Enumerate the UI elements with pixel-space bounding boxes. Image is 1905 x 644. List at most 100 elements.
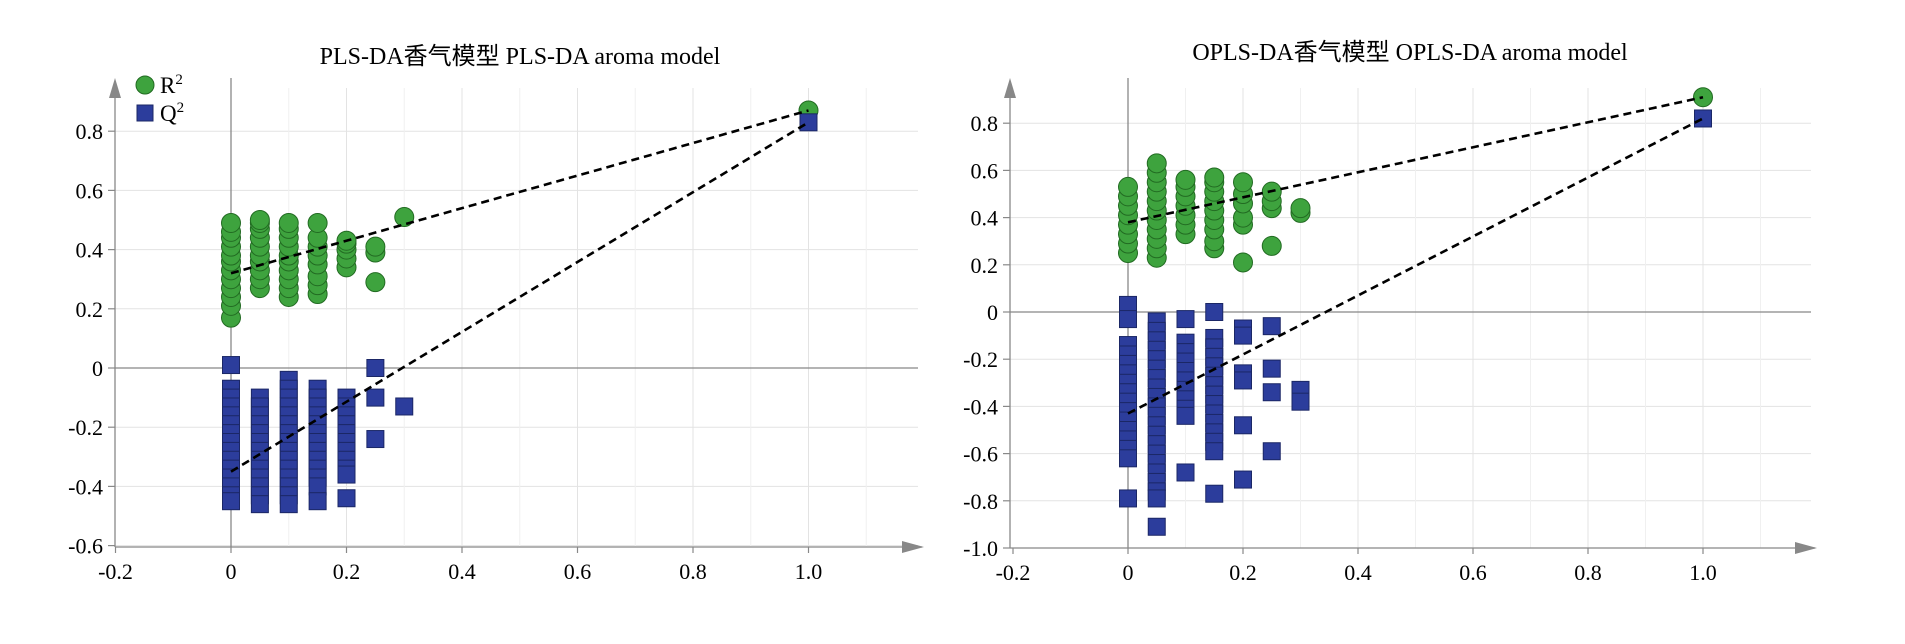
y-tick-label: 0.2 — [76, 297, 104, 322]
x-tick-label: 0.8 — [1574, 560, 1602, 585]
q2-point — [1234, 371, 1252, 390]
q2-point — [222, 492, 240, 511]
y-tick-label: -0.8 — [963, 489, 998, 514]
series-r2 — [221, 100, 819, 328]
q2-point — [1176, 463, 1195, 482]
r2-point — [1290, 198, 1311, 219]
y-tick-label: -0.2 — [963, 347, 998, 372]
q2-point — [1119, 310, 1137, 329]
q2-point — [366, 388, 385, 407]
q2-point — [1119, 489, 1137, 508]
q2-point — [1234, 326, 1252, 345]
y-axis-arrow — [1004, 78, 1016, 98]
q2-point — [1262, 383, 1281, 402]
y-tick-label: -0.6 — [68, 534, 103, 559]
chart-1: -0.6 -0.4 -0.2 0 0.2 0.4 0.6 0.8 -0.2 0 0.2 0.4 0.6 0… — [68, 43, 924, 584]
q2-point — [279, 495, 298, 514]
r2-point — [1261, 235, 1282, 256]
regression-line-r2 — [1127, 95, 1704, 224]
y-tick-label: 0.6 — [76, 178, 104, 203]
r2-point — [1233, 252, 1253, 273]
y-tick-label: 0.2 — [971, 253, 999, 278]
legend-label-base: Q — [160, 101, 177, 126]
legend-label-superscript: 2 — [177, 100, 185, 116]
q2-point — [1234, 470, 1252, 489]
q2-point — [1234, 416, 1252, 435]
legend-label-base: R — [160, 73, 176, 98]
q2-point — [1147, 517, 1166, 536]
y-axis-arrow — [109, 78, 121, 98]
chart-title: OPLS-DA香气模型 OPLS-DA aroma model — [1192, 39, 1628, 66]
q2-point — [395, 397, 414, 416]
y-tick-label: -0.2 — [68, 415, 103, 440]
regression-line-q2 — [1127, 117, 1704, 415]
legend-label-q2: Q2 — [160, 100, 184, 126]
q2-point — [1176, 310, 1195, 329]
q2-point — [1291, 392, 1310, 411]
series-q2 — [1119, 109, 1712, 536]
q2-point — [337, 489, 356, 508]
x-tick-label: 0.2 — [333, 559, 361, 584]
x-tick-label: -0.2 — [98, 559, 133, 584]
series-q2 — [222, 113, 818, 514]
regression-line-q2 — [230, 121, 810, 473]
q2-point — [1205, 484, 1224, 503]
q2-point — [1205, 442, 1224, 461]
series-r2 — [1118, 87, 1713, 273]
legend-label-superscript: 2 — [175, 72, 183, 88]
y-tick-label: 0.4 — [76, 238, 104, 263]
r2-point — [221, 212, 241, 233]
x-tick-label: 0.6 — [564, 559, 592, 584]
r2-point — [1118, 176, 1138, 197]
q2-point — [799, 113, 818, 132]
q2-point — [1694, 109, 1712, 128]
x-tick-label: 0.8 — [679, 559, 707, 584]
x-axis-arrow — [902, 541, 924, 553]
q2-point — [337, 465, 356, 484]
y-tick-label: 0 — [987, 300, 998, 325]
q2-point — [1205, 303, 1224, 321]
q2-point — [1262, 359, 1281, 378]
x-tick-label: 0 — [226, 559, 237, 584]
q2-point — [366, 430, 385, 449]
y-tick-label: 0.4 — [971, 206, 999, 231]
q2-point — [1176, 406, 1195, 425]
x-tick-label: 0 — [1123, 560, 1134, 585]
r2-point — [1146, 153, 1167, 174]
q2-point — [308, 492, 327, 511]
q2-point — [1119, 449, 1137, 468]
x-tick-label: 0.4 — [1344, 560, 1372, 585]
x-axis-arrow — [1795, 542, 1817, 554]
q2-point — [366, 359, 385, 377]
y-tick-label: 0.6 — [971, 158, 999, 183]
r2-point — [249, 210, 270, 230]
r2-point — [307, 212, 328, 233]
x-tick-label: 0.6 — [1459, 560, 1487, 585]
chart-title: PLS-DA香气模型 PLS-DA aroma model — [320, 43, 721, 70]
q2-point — [1262, 442, 1281, 461]
x-tick-label: 1.0 — [1689, 560, 1717, 585]
q2-point — [1147, 489, 1166, 508]
r2-point — [365, 236, 386, 257]
q2-point — [250, 495, 269, 514]
x-tick-label: 1.0 — [795, 559, 823, 584]
y-tick-label: 0.8 — [76, 119, 104, 144]
r2-point — [1233, 172, 1253, 193]
q2-point — [1262, 317, 1281, 336]
y-tick-label: 0.8 — [971, 111, 999, 136]
y-tick-label: -0.6 — [963, 442, 998, 467]
x-tick-label: 0.4 — [448, 559, 476, 584]
legend-r2-marker — [135, 75, 155, 95]
y-tick-label: -0.4 — [963, 394, 998, 419]
regression-line-r2 — [230, 109, 809, 275]
y-tick-label: 0 — [92, 356, 103, 381]
x-tick-label: -0.2 — [996, 560, 1031, 585]
r2-point — [1175, 169, 1196, 190]
r2-point — [278, 212, 299, 233]
legend-q2-marker — [136, 104, 154, 122]
x-tick-label: 0.2 — [1229, 560, 1257, 585]
legend-label-r2: R2 — [160, 72, 183, 98]
r2-point — [365, 272, 386, 293]
